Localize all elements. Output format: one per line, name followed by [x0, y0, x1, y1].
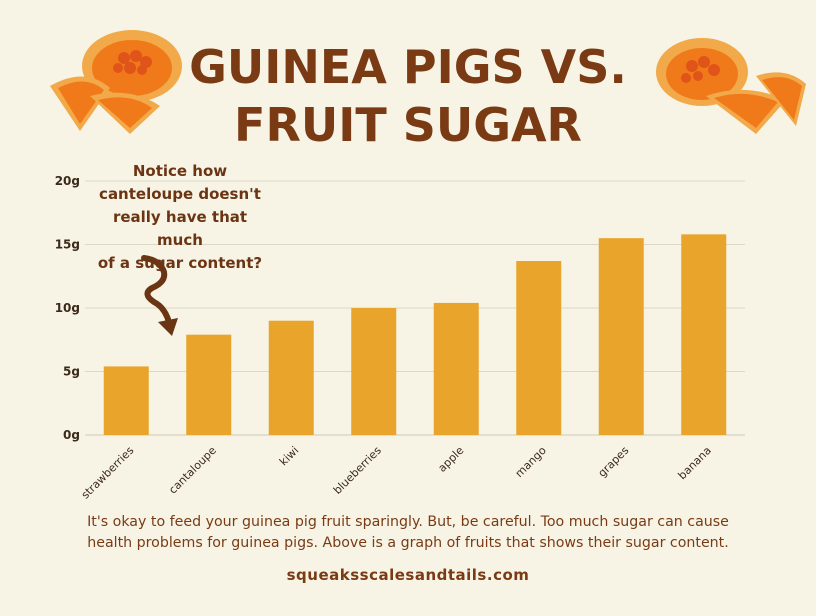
- bar-blueberries: [351, 308, 397, 435]
- x-tick-label: mango: [513, 444, 549, 480]
- callout-line: really have that much: [112, 208, 248, 249]
- x-tick-label: grapes: [595, 444, 631, 480]
- caption-line-2: health problems for guinea pigs. Above i…: [87, 535, 729, 551]
- bar-banana: [681, 234, 727, 435]
- title-line-1: GUINEA PIGS VS.: [189, 40, 627, 94]
- callout-line: Notice how: [132, 162, 228, 180]
- y-tick-label: 15g: [55, 238, 80, 252]
- title-line-2: FRUIT SUGAR: [234, 98, 582, 152]
- page-title: GUINEA PIGS VS. FRUIT SUGAR: [150, 38, 666, 154]
- caption-line-1: It's okay to feed your guinea pig fruit …: [87, 514, 729, 530]
- cantaloupe-icon-left: [50, 30, 182, 134]
- x-tick-label: kiwi: [277, 444, 301, 468]
- y-tick-label: 5g: [63, 365, 80, 379]
- bar-kiwi: [268, 320, 314, 435]
- bar-strawberries: [103, 366, 149, 435]
- bar-grapes: [598, 238, 644, 435]
- callout-note: Notice how canteloupe doesn't really hav…: [92, 160, 268, 275]
- callout-line: of a sugar content?: [97, 254, 263, 272]
- y-tick-label: 0g: [63, 428, 80, 442]
- y-axis: 0g 5g 10g 15g 20g: [55, 174, 80, 442]
- caption: It's okay to feed your guinea pig fruit …: [40, 512, 776, 554]
- y-tick-label: 20g: [55, 174, 80, 188]
- website-link[interactable]: squeaksscalesandtails.com: [286, 566, 530, 584]
- x-tick-label: cantaloupe: [166, 444, 219, 497]
- bar-cantaloupe: [186, 334, 232, 435]
- x-tick-label: banana: [676, 444, 714, 482]
- x-tick-label: strawberries: [79, 444, 137, 502]
- callout-line: canteloupe doesn't: [99, 185, 261, 203]
- bar-apple: [433, 302, 479, 435]
- x-tick-label: apple: [436, 444, 467, 475]
- y-tick-label: 10g: [55, 301, 80, 315]
- x-tick-label: blueberries: [331, 444, 384, 497]
- cantaloupe-icon-right: [656, 38, 806, 134]
- squiggle-arrow-icon: [141, 255, 178, 336]
- bar-mango: [516, 261, 562, 435]
- bar-layer: [103, 234, 727, 435]
- x-axis: strawberries cantaloupe kiwi blueberries app…: [79, 444, 714, 502]
